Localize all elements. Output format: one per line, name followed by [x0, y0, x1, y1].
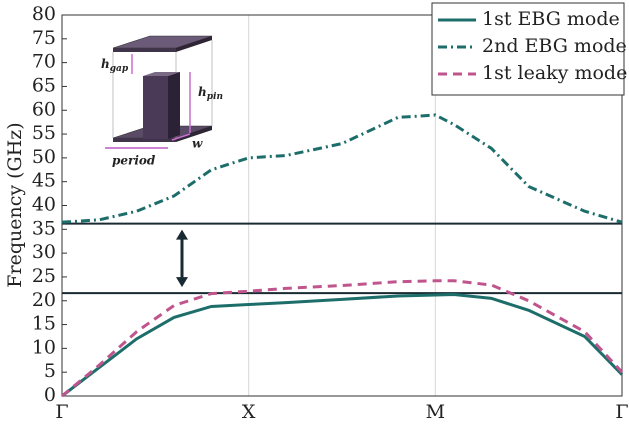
arrow-head: [176, 229, 188, 240]
legend-label: 1st leaky mode: [482, 62, 627, 84]
y-tick-label: 50: [32, 146, 56, 168]
series-line: [61, 279, 624, 398]
inset-label: w: [192, 137, 203, 151]
y-tick-label: 80: [32, 3, 56, 25]
inset-label: pin: [207, 92, 223, 102]
inset-label: hpin: [198, 85, 223, 102]
x-tick-label: X: [242, 401, 256, 423]
inset-label: hgap: [101, 57, 129, 74]
y-tick-label: 0: [44, 384, 56, 406]
y-tick-label: 40: [32, 194, 56, 216]
inset-label: h: [101, 57, 110, 71]
inset-label: gap: [110, 64, 129, 74]
y-tick-label: 20: [32, 289, 56, 311]
y-tick-label: 45: [32, 170, 56, 192]
y-tick-label: 55: [32, 122, 56, 144]
inset-label: period: [112, 154, 156, 168]
legend-label: 1st EBG mode: [482, 8, 620, 30]
x-tick-label: Γ: [615, 401, 628, 423]
y-axis-title: Frequency (GHz): [4, 122, 26, 287]
legend-box: [431, 2, 625, 96]
y-tick-label: 75: [32, 27, 56, 49]
plot-frame: [61, 14, 623, 397]
y-tick-label: 25: [32, 265, 56, 287]
x-tick-label: Γ: [55, 401, 68, 423]
y-tick-label: 65: [32, 74, 56, 96]
plot-layer: [61, 14, 624, 398]
y-tick-label: 60: [32, 98, 56, 120]
unit-cell-inset: hgap hpin w period: [101, 35, 223, 168]
y-tick-label: 35: [32, 217, 56, 239]
series-line: [61, 113, 623, 224]
y-tick-label: 30: [32, 241, 56, 263]
x-tick-label: M: [426, 401, 445, 423]
inset-label: h: [198, 85, 207, 99]
series-line: [61, 293, 624, 398]
legend-label: 2nd EBG mode: [482, 35, 627, 57]
y-tick-label: 15: [32, 313, 56, 335]
y-tick-label: 5: [44, 360, 56, 382]
arrow-head: [176, 277, 188, 288]
y-tick-label: 10: [32, 336, 56, 358]
y-tick-label: 70: [32, 51, 56, 73]
